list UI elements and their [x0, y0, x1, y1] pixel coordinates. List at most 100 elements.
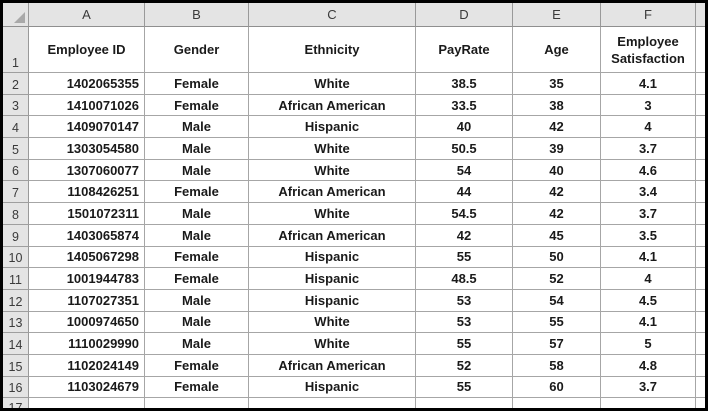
select-all-corner[interactable] — [3, 3, 29, 27]
cell-e7[interactable]: 42 — [513, 181, 601, 204]
cell-b1[interactable]: Gender — [145, 27, 249, 73]
row-header-8[interactable]: 8 — [3, 203, 29, 225]
cell-b12[interactable]: Male — [145, 289, 249, 312]
cell-b11[interactable]: Female — [145, 268, 249, 290]
cell-d2[interactable]: 38.5 — [416, 73, 513, 95]
cell-f3[interactable]: 3 — [601, 94, 696, 117]
row-header-9[interactable]: 9 — [3, 224, 29, 247]
cell-b15[interactable]: Female — [145, 354, 249, 377]
cell-f15[interactable]: 4.8 — [601, 354, 696, 377]
row-header-12[interactable]: 12 — [3, 289, 29, 312]
cell-f17[interactable] — [601, 398, 696, 408]
row-header-14[interactable]: 14 — [3, 333, 29, 355]
cell-d12[interactable]: 53 — [416, 289, 513, 312]
cell-e3[interactable]: 38 — [513, 94, 601, 117]
cell-a2[interactable]: 1402065355 — [29, 73, 145, 95]
cell-e16[interactable]: 60 — [513, 376, 601, 399]
cell-a3[interactable]: 1410071026 — [29, 94, 145, 117]
row-header-17[interactable]: 17 — [3, 398, 29, 408]
cell-c3[interactable]: African American — [249, 94, 416, 117]
cell-e11[interactable]: 52 — [513, 268, 601, 290]
cell-a10[interactable]: 1405067298 — [29, 246, 145, 269]
cell-f11[interactable]: 4 — [601, 268, 696, 290]
cell-d15[interactable]: 52 — [416, 354, 513, 377]
row-header-3[interactable]: 3 — [3, 94, 29, 117]
cell-c10[interactable]: Hispanic — [249, 246, 416, 269]
row-header-1[interactable]: 1 — [3, 27, 29, 73]
row-header-7[interactable]: 7 — [3, 181, 29, 204]
cell-a14[interactable]: 1110029990 — [29, 333, 145, 355]
cell-e17[interactable] — [513, 398, 601, 408]
cell-f12[interactable]: 4.5 — [601, 289, 696, 312]
cell-d9[interactable]: 42 — [416, 224, 513, 247]
cell-f2[interactable]: 4.1 — [601, 73, 696, 95]
cell-a4[interactable]: 1409070147 — [29, 116, 145, 139]
cell-b6[interactable]: Male — [145, 159, 249, 182]
cell-e5[interactable]: 39 — [513, 138, 601, 160]
cell-d13[interactable]: 53 — [416, 311, 513, 334]
cell-f13[interactable]: 4.1 — [601, 311, 696, 334]
cell-b10[interactable]: Female — [145, 246, 249, 269]
cell-b13[interactable]: Male — [145, 311, 249, 334]
cell-a12[interactable]: 1107027351 — [29, 289, 145, 312]
cell-c5[interactable]: White — [249, 138, 416, 160]
cell-d14[interactable]: 55 — [416, 333, 513, 355]
cell-a5[interactable]: 1303054580 — [29, 138, 145, 160]
cell-b4[interactable]: Male — [145, 116, 249, 139]
cell-c7[interactable]: African American — [249, 181, 416, 204]
cell-e13[interactable]: 55 — [513, 311, 601, 334]
cell-e14[interactable]: 57 — [513, 333, 601, 355]
cell-d11[interactable]: 48.5 — [416, 268, 513, 290]
column-header-a[interactable]: A — [29, 3, 145, 27]
cell-d7[interactable]: 44 — [416, 181, 513, 204]
cell-c17[interactable] — [249, 398, 416, 408]
row-header-11[interactable]: 11 — [3, 268, 29, 290]
cell-f5[interactable]: 3.7 — [601, 138, 696, 160]
cell-d4[interactable]: 40 — [416, 116, 513, 139]
cell-e9[interactable]: 45 — [513, 224, 601, 247]
row-header-10[interactable]: 10 — [3, 246, 29, 269]
cell-a13[interactable]: 1000974650 — [29, 311, 145, 334]
cell-a16[interactable]: 1103024679 — [29, 376, 145, 399]
row-header-5[interactable]: 5 — [3, 138, 29, 160]
cell-e2[interactable]: 35 — [513, 73, 601, 95]
cell-b2[interactable]: Female — [145, 73, 249, 95]
cell-d3[interactable]: 33.5 — [416, 94, 513, 117]
cell-d16[interactable]: 55 — [416, 376, 513, 399]
cell-b5[interactable]: Male — [145, 138, 249, 160]
cell-c16[interactable]: Hispanic — [249, 376, 416, 399]
cell-c6[interactable]: White — [249, 159, 416, 182]
cell-c11[interactable]: Hispanic — [249, 268, 416, 290]
cell-b8[interactable]: Male — [145, 203, 249, 225]
cell-b3[interactable]: Female — [145, 94, 249, 117]
cell-e4[interactable]: 42 — [513, 116, 601, 139]
cell-f16[interactable]: 3.7 — [601, 376, 696, 399]
cell-b14[interactable]: Male — [145, 333, 249, 355]
cell-e8[interactable]: 42 — [513, 203, 601, 225]
cell-c14[interactable]: White — [249, 333, 416, 355]
cell-a1[interactable]: Employee ID — [29, 27, 145, 73]
cell-f7[interactable]: 3.4 — [601, 181, 696, 204]
row-header-15[interactable]: 15 — [3, 354, 29, 377]
cell-e6[interactable]: 40 — [513, 159, 601, 182]
row-header-16[interactable]: 16 — [3, 376, 29, 399]
cell-a9[interactable]: 1403065874 — [29, 224, 145, 247]
cell-f10[interactable]: 4.1 — [601, 246, 696, 269]
row-header-13[interactable]: 13 — [3, 311, 29, 334]
cell-a15[interactable]: 1102024149 — [29, 354, 145, 377]
cell-c2[interactable]: White — [249, 73, 416, 95]
cell-d6[interactable]: 54 — [416, 159, 513, 182]
cell-c12[interactable]: Hispanic — [249, 289, 416, 312]
cell-a11[interactable]: 1001944783 — [29, 268, 145, 290]
cell-f9[interactable]: 3.5 — [601, 224, 696, 247]
row-header-4[interactable]: 4 — [3, 116, 29, 139]
cell-f6[interactable]: 4.6 — [601, 159, 696, 182]
cell-d5[interactable]: 50.5 — [416, 138, 513, 160]
cell-f4[interactable]: 4 — [601, 116, 696, 139]
cell-e12[interactable]: 54 — [513, 289, 601, 312]
cell-b7[interactable]: Female — [145, 181, 249, 204]
cell-b16[interactable]: Female — [145, 376, 249, 399]
cell-c15[interactable]: African American — [249, 354, 416, 377]
column-header-b[interactable]: B — [145, 3, 249, 27]
cell-e10[interactable]: 50 — [513, 246, 601, 269]
